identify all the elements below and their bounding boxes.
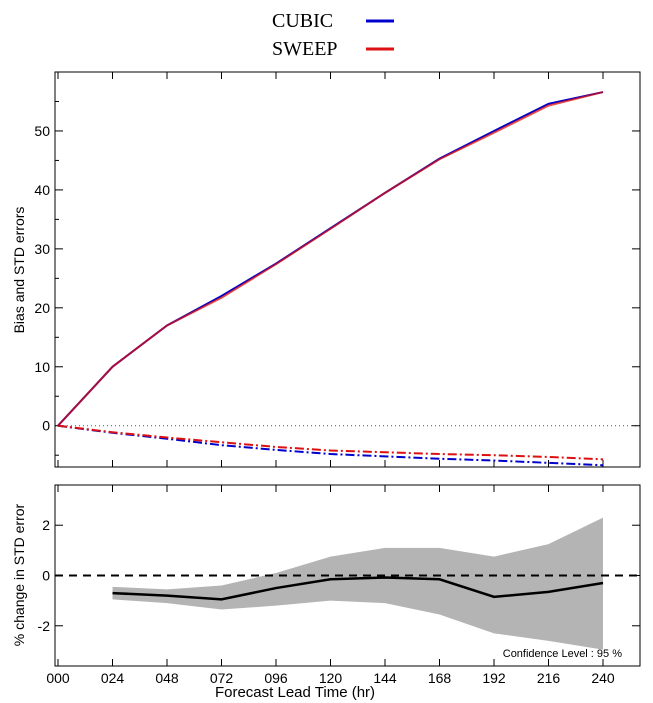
legend-label-cubic: CUBIC [272,10,333,32]
top-y-tick-label: 30 [34,241,50,257]
top-y-tick-label: 20 [34,300,50,316]
x-tick-label: 144 [373,670,397,686]
bottom-y-tick-label: 2 [42,517,50,533]
x-tick-label: 240 [591,670,615,686]
confidence-band-group [112,517,603,650]
series-line-sweep-std [57,91,604,427]
top-y-axis-label: Bias and STD errors [11,207,27,334]
bottom-series-group [112,576,604,601]
x-tick-label: 192 [482,670,506,686]
x-tick-label: 168 [428,670,452,686]
series-line-cubic-bias [57,424,604,467]
x-tick-label: 024 [101,670,125,686]
legend: CUBIC SWEEP [272,10,394,60]
x-tick-label: 096 [264,670,288,686]
x-tick-label: 216 [537,670,561,686]
x-tick-label: 048 [155,670,179,686]
x-tick-label: 000 [46,670,70,686]
top-panel: 0 10 20 30 40 50 Bias and STD errors [11,71,641,468]
x-tick-label: 072 [210,670,234,686]
top-y-tick-label: 40 [34,182,50,198]
top-y-ticks: 0 10 20 30 40 50 [34,100,640,456]
series-line-cubic-std [57,91,604,427]
top-y-tick-label: 50 [34,123,50,139]
top-series-group [57,91,604,467]
bottom-y-tick-label: -2 [38,618,51,634]
confidence-band [112,517,603,650]
series-line-std-change [112,576,604,601]
bottom-y-ticks: -2 0 2 [38,517,640,634]
top-x-ticks [57,72,604,467]
confidence-annotation: Confidence Level : 95 % [503,648,622,660]
bottom-panel: -2 0 2 000 024 048 072 096 120 144 168 192 216 240 %… [11,484,641,701]
bottom-y-axis-label: % change in STD error [11,503,27,646]
top-plot-frame [54,71,641,468]
series-line-sweep-bias [57,424,604,461]
x-axis-label: Forecast Lead Time (hr) [215,684,375,701]
top-y-tick-label: 0 [42,418,50,434]
bottom-x-ticks: 000 024 048 072 096 120 144 168 192 216 240 [46,485,615,686]
bottom-y-tick-label: 0 [42,568,50,584]
x-tick-label: 120 [319,670,343,686]
top-y-tick-label: 10 [34,359,50,375]
legend-label-sweep: SWEEP [272,38,338,60]
